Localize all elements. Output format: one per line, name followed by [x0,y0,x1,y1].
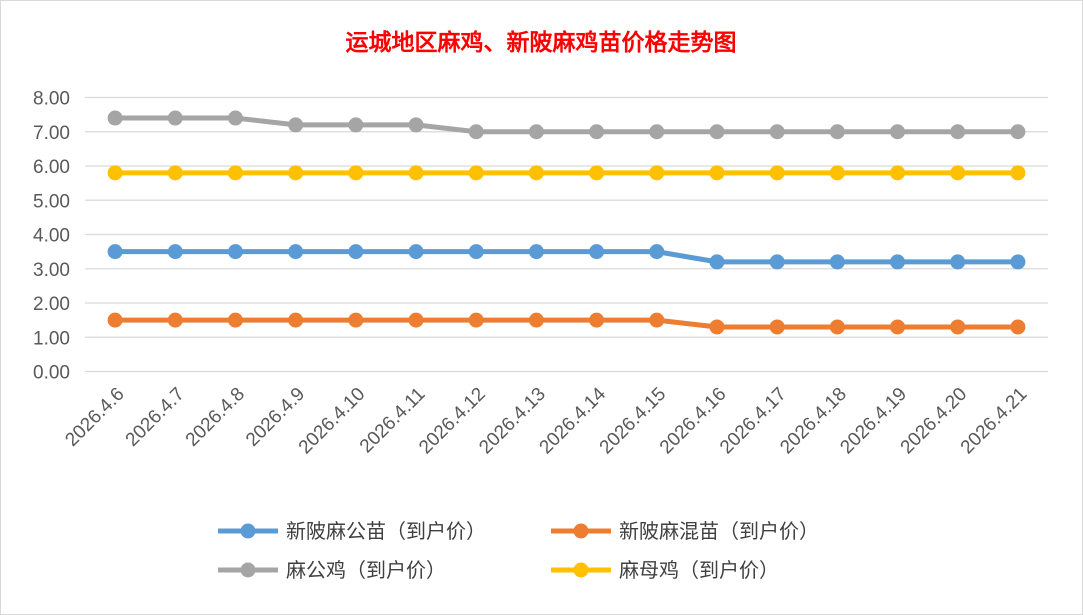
data-point [348,244,364,260]
data-point [408,312,424,328]
data-point [589,165,605,181]
data-point [348,165,364,181]
y-tick-label: 7.00 [33,123,70,144]
data-point [167,312,183,328]
legend-label: 麻母鸡（到户价） [619,558,779,582]
data-point [589,244,605,260]
legend-marker-icon [240,562,256,578]
data-point [288,312,304,328]
data-point [769,319,785,335]
data-point [107,110,123,126]
data-point [528,165,544,181]
chart-title: 运城地区麻鸡、新陂麻鸡苗价格走势图 [346,29,737,56]
data-point [1010,254,1026,270]
data-point [890,319,906,335]
y-tick-label: 4.00 [33,226,70,247]
data-point [649,244,665,260]
data-point [1010,165,1026,181]
data-point [829,124,845,140]
data-point [709,165,725,181]
data-point [288,165,304,181]
data-point [890,254,906,270]
series-line [115,115,1018,135]
data-point [107,312,123,328]
x-tick-label: 2026.4.6 [61,384,128,451]
data-point [348,312,364,328]
y-tick-label: 0.00 [33,363,70,384]
data-point [829,254,845,270]
x-tick-label: 2026.4.7 [122,384,189,451]
data-point [408,244,424,260]
data-point [167,165,183,181]
x-tick-label: 2026.4.8 [182,384,249,451]
data-point [709,319,725,335]
data-point [829,165,845,181]
y-tick-label: 6.00 [33,157,70,178]
data-point [1010,319,1026,335]
legend-marker-icon [573,562,589,578]
data-point [528,244,544,260]
legend-marker-icon [240,523,256,539]
y-tick-label: 2.00 [33,294,70,315]
data-point [890,124,906,140]
series-0 [107,244,1026,270]
data-point [709,254,725,270]
data-point [528,124,544,140]
data-point [227,110,243,126]
y-tick-label: 5.00 [33,191,70,212]
series-3 [107,165,1026,181]
x-tick-label: 2026.4.21 [957,384,1032,459]
data-point [769,124,785,140]
legend-label: 新陂麻公苗（到户价） [286,519,486,543]
data-point [528,312,544,328]
legend-label: 新陂麻混苗（到户价） [619,519,819,543]
series-2 [107,110,1026,140]
legend-label: 麻公鸡（到户价） [286,558,446,582]
x-tick-label: 2026.4.10 [295,384,370,459]
data-point [288,244,304,260]
data-point [107,244,123,260]
data-point [950,124,966,140]
data-point [950,165,966,181]
data-point [649,124,665,140]
data-point [227,165,243,181]
data-point [408,165,424,181]
legend-entry[interactable]: 新陂麻混苗（到户价） [551,519,819,543]
data-point [468,165,484,181]
data-point [468,244,484,260]
data-point [589,124,605,140]
data-point [829,319,845,335]
data-point [709,124,725,140]
data-point [348,117,364,133]
series-1 [107,312,1026,335]
legend-entry[interactable]: 麻公鸡（到户价） [218,558,446,582]
data-point [649,312,665,328]
legend-entry[interactable]: 麻母鸡（到户价） [551,558,779,582]
data-point [950,319,966,335]
data-point [769,165,785,181]
data-point [468,124,484,140]
legend-marker-icon [573,523,589,539]
data-point [227,312,243,328]
data-point [890,165,906,181]
data-point [167,244,183,260]
series-line [115,317,1018,330]
data-point [107,165,123,181]
y-tick-label: 1.00 [33,328,70,349]
y-tick-label: 3.00 [33,260,70,281]
data-point [649,165,665,181]
data-point [589,312,605,328]
data-point [950,254,966,270]
data-point [1010,124,1026,140]
legend-entry[interactable]: 新陂麻公苗（到户价） [218,519,486,543]
data-point [468,312,484,328]
y-tick-label: 8.00 [33,89,70,110]
data-point [408,117,424,133]
data-point [227,244,243,260]
data-point [288,117,304,133]
series-line [115,249,1018,265]
data-point [769,254,785,270]
data-point [167,110,183,126]
